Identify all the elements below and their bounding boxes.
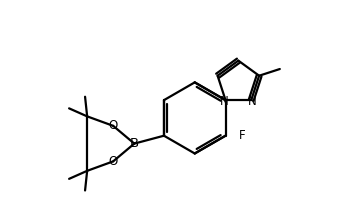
Text: B: B (130, 137, 139, 150)
Text: N: N (248, 95, 256, 108)
Text: O: O (109, 119, 118, 132)
Text: O: O (109, 155, 118, 168)
Text: F: F (239, 129, 246, 142)
Text: N: N (220, 95, 229, 108)
